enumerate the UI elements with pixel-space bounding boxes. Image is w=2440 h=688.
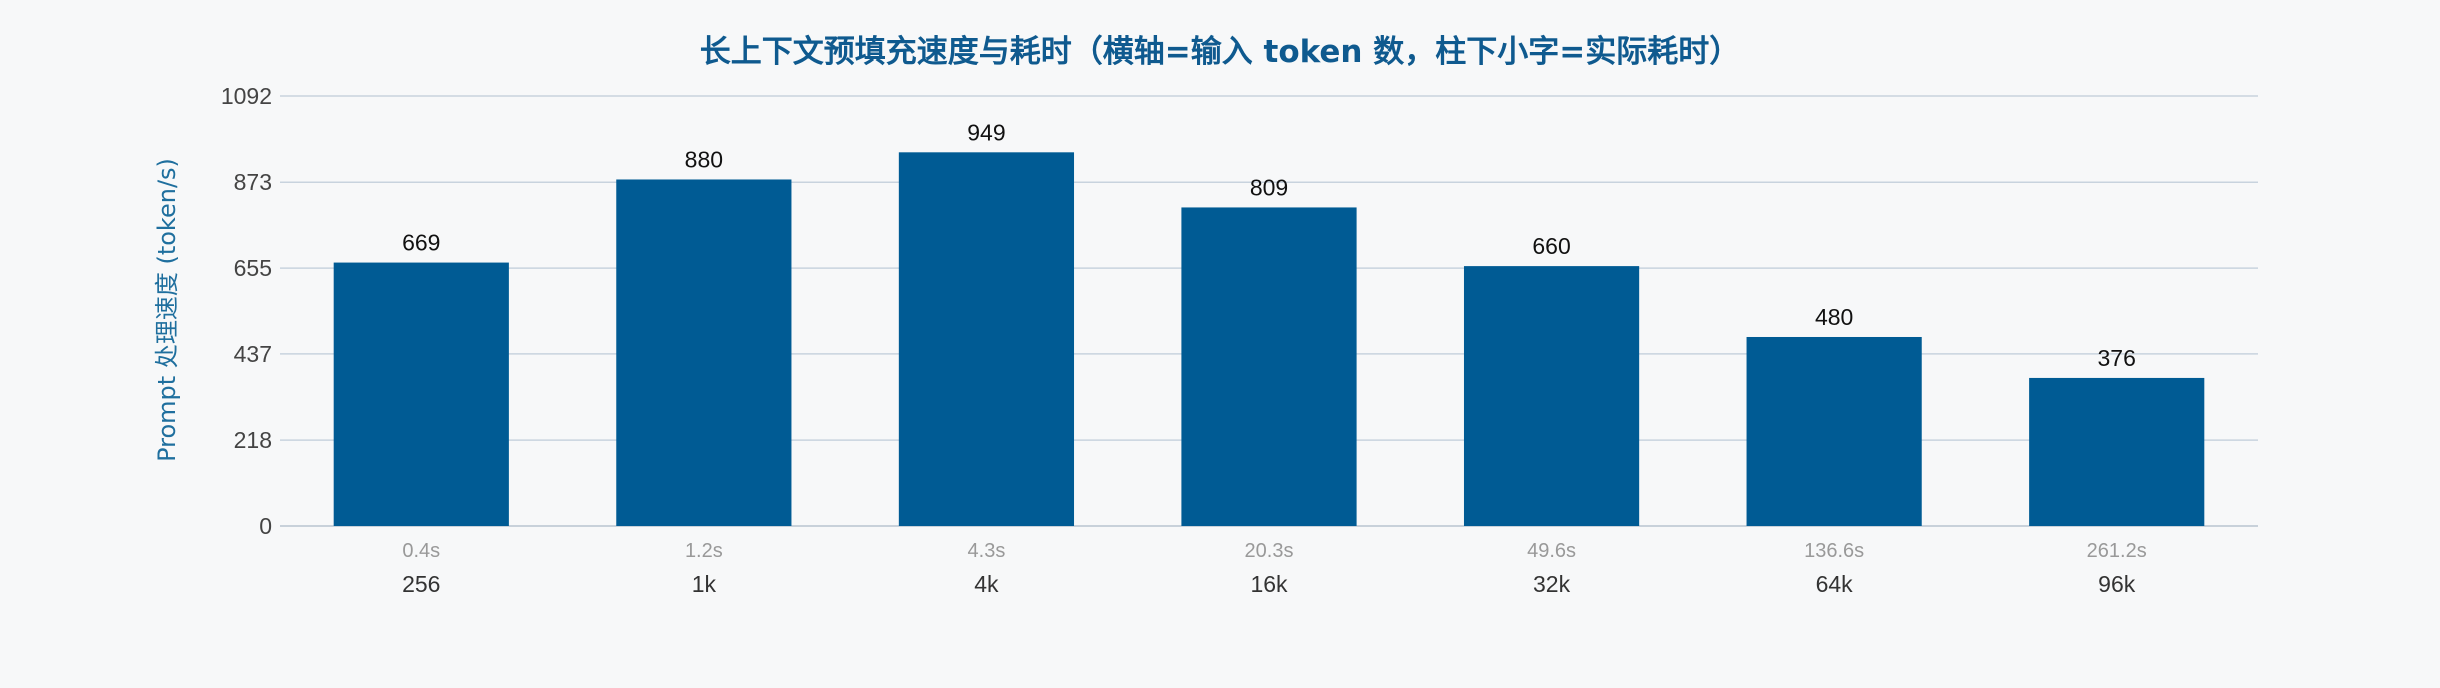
x-tick-label: 16k: [1250, 571, 1288, 597]
y-axis-label: Prompt 处理速度 (token/s): [153, 158, 181, 462]
bar-16k: [1181, 207, 1357, 526]
chart-title: 长上下文预填充速度与耗时（横轴=输入 token 数，柱下小字=实际耗时）: [700, 34, 1741, 70]
time-label: 136.6s: [1804, 540, 1864, 562]
time-label: 261.2s: [2087, 540, 2147, 562]
x-tick-label: 256: [402, 571, 440, 597]
x-tick-label: 4k: [974, 571, 999, 597]
value-label: 949: [967, 119, 1005, 145]
x-tick-label: 96k: [2098, 571, 2136, 597]
bar-64k: [1746, 336, 1922, 526]
value-label: 376: [2098, 345, 2136, 371]
value-label: 660: [1532, 233, 1570, 259]
bar-256: [333, 262, 509, 526]
time-label: 4.3s: [968, 540, 1006, 562]
bar-96k: [2029, 377, 2205, 526]
value-label: 480: [1815, 304, 1853, 330]
y-tick-label: 1092: [221, 83, 272, 109]
bar-1k: [616, 179, 792, 526]
x-tick-label: 1k: [692, 571, 717, 597]
time-label: 20.3s: [1245, 540, 1294, 562]
bars: [333, 152, 2205, 527]
time-label: 1.2s: [685, 540, 723, 562]
value-label: 809: [1250, 174, 1288, 200]
value-label: 669: [402, 230, 440, 256]
value-label: 880: [685, 146, 723, 172]
y-tick-label: 0: [259, 513, 272, 539]
time-label: 0.4s: [402, 540, 440, 562]
bar-32k: [1463, 266, 1640, 526]
y-tick-label: 655: [234, 255, 272, 281]
y-tick-label: 873: [234, 169, 272, 195]
y-tick-label: 437: [234, 341, 272, 367]
time-label: 49.6s: [1527, 540, 1576, 562]
labels: 0 218 437 655 873 1092 669 0.4s 256 880 1.2s 1k 949 4…: [221, 83, 2147, 597]
x-tick-label: 32k: [1533, 571, 1571, 597]
y-tick-label: 218: [234, 427, 272, 453]
x-tick-label: 64k: [1816, 571, 1854, 597]
bar-4k: [898, 152, 1075, 527]
